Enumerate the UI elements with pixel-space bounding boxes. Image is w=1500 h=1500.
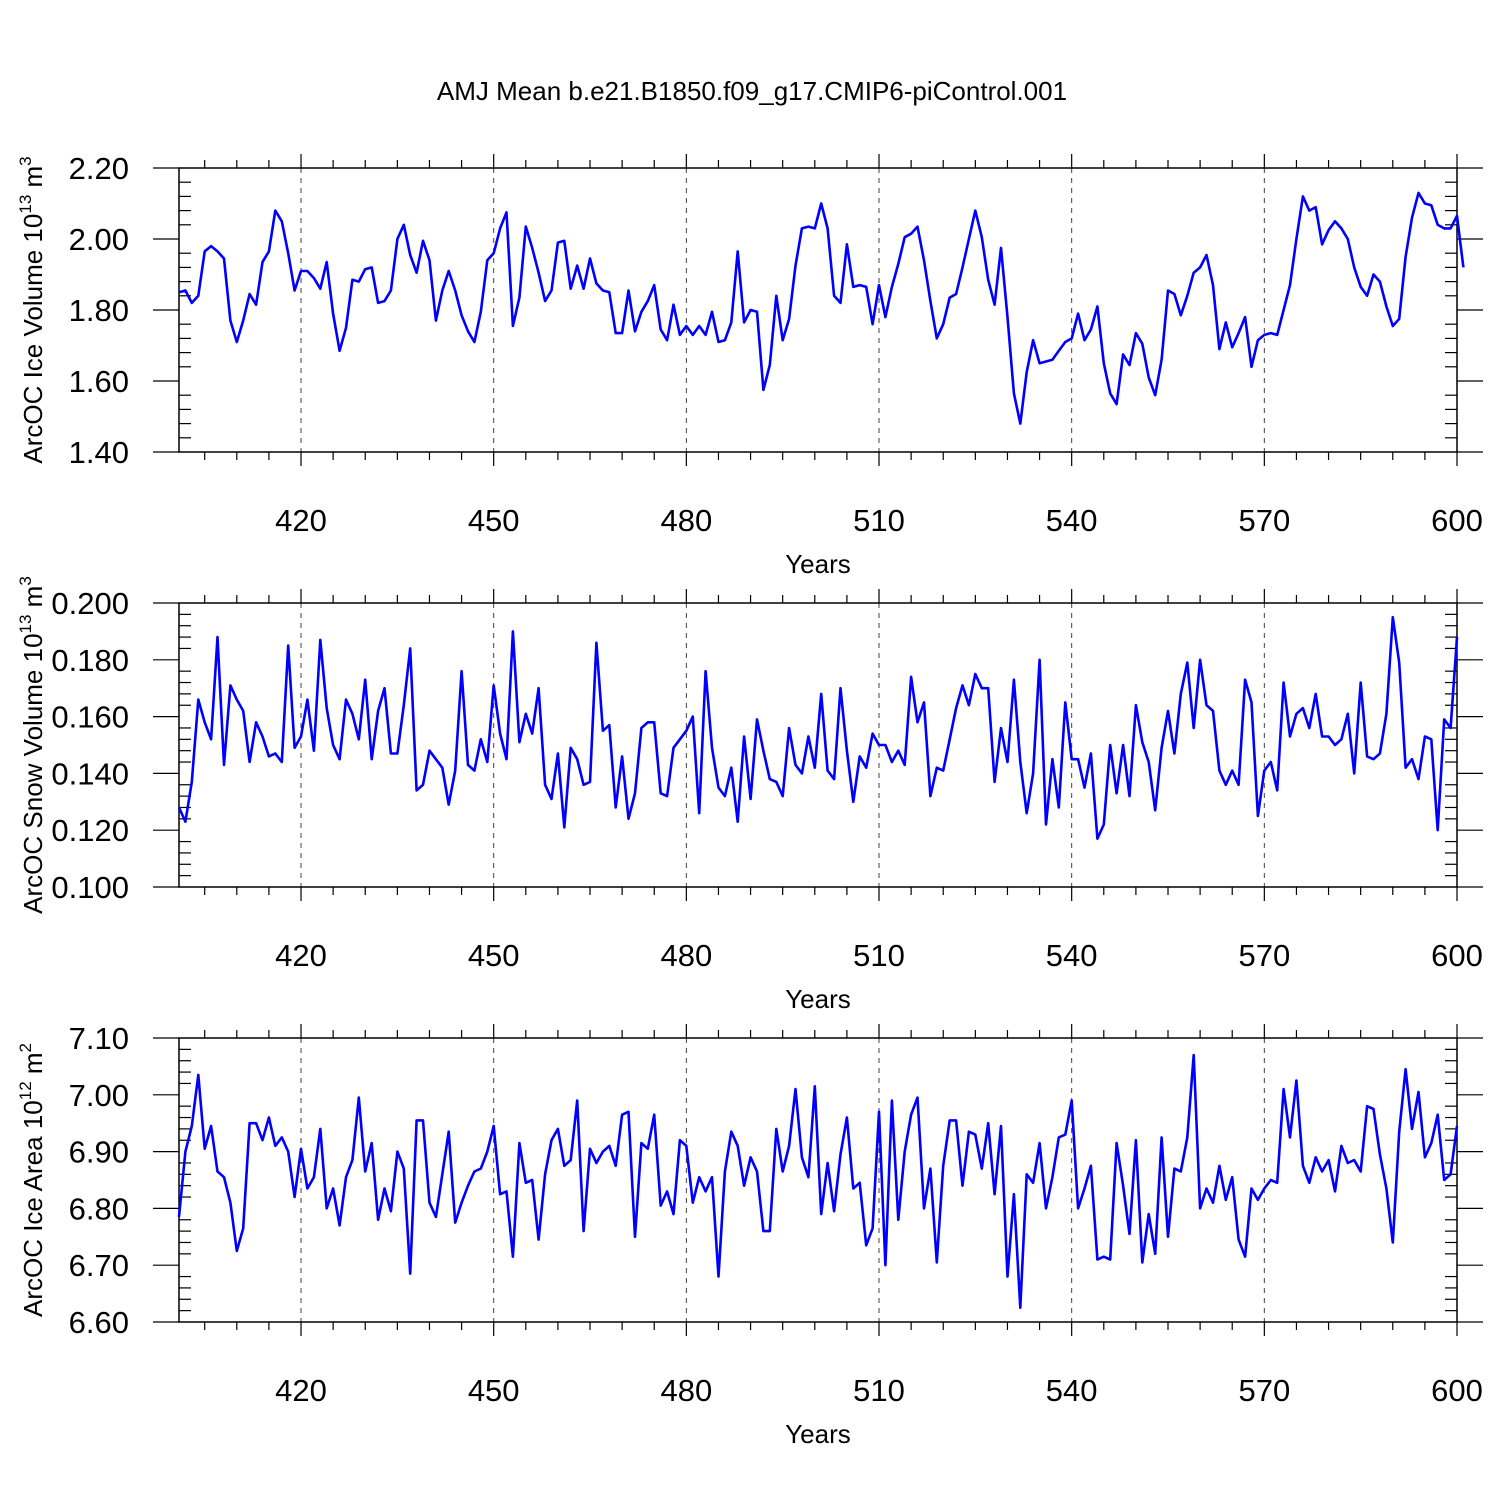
x-axis-label: Years	[785, 984, 851, 1014]
x-tick-label: 570	[1238, 938, 1290, 973]
x-axis-label: Years	[785, 549, 851, 579]
panel-ice-area: 6.60 6.70 6.80 6.90 7.00 7.10 420 450 480 510 540 5…	[16, 1021, 1483, 1449]
y-tick-label: 1.60	[69, 364, 129, 399]
x-tick-label: 600	[1431, 938, 1483, 973]
y-axis-label: ArcOC Snow Volume 1013 m3	[16, 576, 48, 914]
y-tick-label: 6.80	[69, 1191, 129, 1226]
x-tick-label: 540	[1046, 1373, 1098, 1408]
x-tick-label: 450	[468, 938, 520, 973]
y-axis-label: ArcOC Ice Area 1012 m2	[16, 1043, 48, 1317]
x-tick-label: 510	[853, 938, 905, 973]
y-tick-label: 7.00	[69, 1078, 129, 1113]
panel-ice-volume: 1.40 1.60 1.80 2.00 2.20 420 450 480 510 540 570 60…	[16, 151, 1483, 579]
y-tick-label: 0.200	[51, 586, 129, 621]
y-tick-label: 1.80	[69, 293, 129, 328]
x-tick-label: 510	[853, 1373, 905, 1408]
x-tick-label: 420	[275, 938, 327, 973]
x-tick-label: 480	[660, 1373, 712, 1408]
plot-frame	[178, 1037, 1458, 1323]
y-tick-label: 7.10	[69, 1021, 129, 1056]
x-tick-label: 450	[468, 1373, 520, 1408]
y-tick-label: 6.90	[69, 1135, 129, 1170]
y-tick-label: 2.20	[69, 151, 129, 186]
y-tick-label: 0.120	[51, 813, 129, 848]
chart-title: AMJ Mean b.e21.B1850.f09_g17.CMIP6-piCon…	[437, 76, 1067, 106]
series-line-ice-volume	[178, 191, 1465, 425]
x-tick-label: 450	[468, 503, 520, 538]
y-tick-label: 2.00	[69, 222, 129, 257]
x-tick-label: 480	[660, 503, 712, 538]
x-tick-label: 480	[660, 938, 712, 973]
y-axis-label: ArcOC Ice Volume 1013 m3	[16, 156, 48, 463]
series-line-ice-area	[177, 1053, 1459, 1310]
y-tick-label: 6.60	[69, 1305, 129, 1340]
x-tick-label: 570	[1238, 503, 1290, 538]
plot-frame	[178, 602, 1458, 888]
series-line-snow-volume	[177, 615, 1459, 841]
y-tick-label: 6.70	[69, 1248, 129, 1283]
y-tick-label: 0.180	[51, 643, 129, 678]
panel-snow-volume: 0.100 0.120 0.140 0.160 0.180 0.200 420 450 480 5…	[16, 576, 1483, 1014]
y-tick-label: 0.140	[51, 756, 129, 791]
y-tick-label: 1.40	[69, 435, 129, 470]
x-tick-label: 510	[853, 503, 905, 538]
y-tick-label: 0.100	[51, 870, 129, 905]
x-tick-label: 540	[1046, 938, 1098, 973]
x-tick-label: 600	[1431, 1373, 1483, 1408]
x-axis-label: Years	[785, 1419, 851, 1449]
chart-panels: 1.40 1.60 1.80 2.00 2.20 420 450 480 510 540 570 60…	[16, 151, 1483, 1449]
x-tick-label: 570	[1238, 1373, 1290, 1408]
x-tick-label: 420	[275, 1373, 327, 1408]
x-tick-label: 420	[275, 503, 327, 538]
y-tick-label: 0.160	[51, 700, 129, 735]
x-tick-label: 600	[1431, 503, 1483, 538]
x-tick-label: 540	[1046, 503, 1098, 538]
plot-frame	[178, 167, 1458, 453]
